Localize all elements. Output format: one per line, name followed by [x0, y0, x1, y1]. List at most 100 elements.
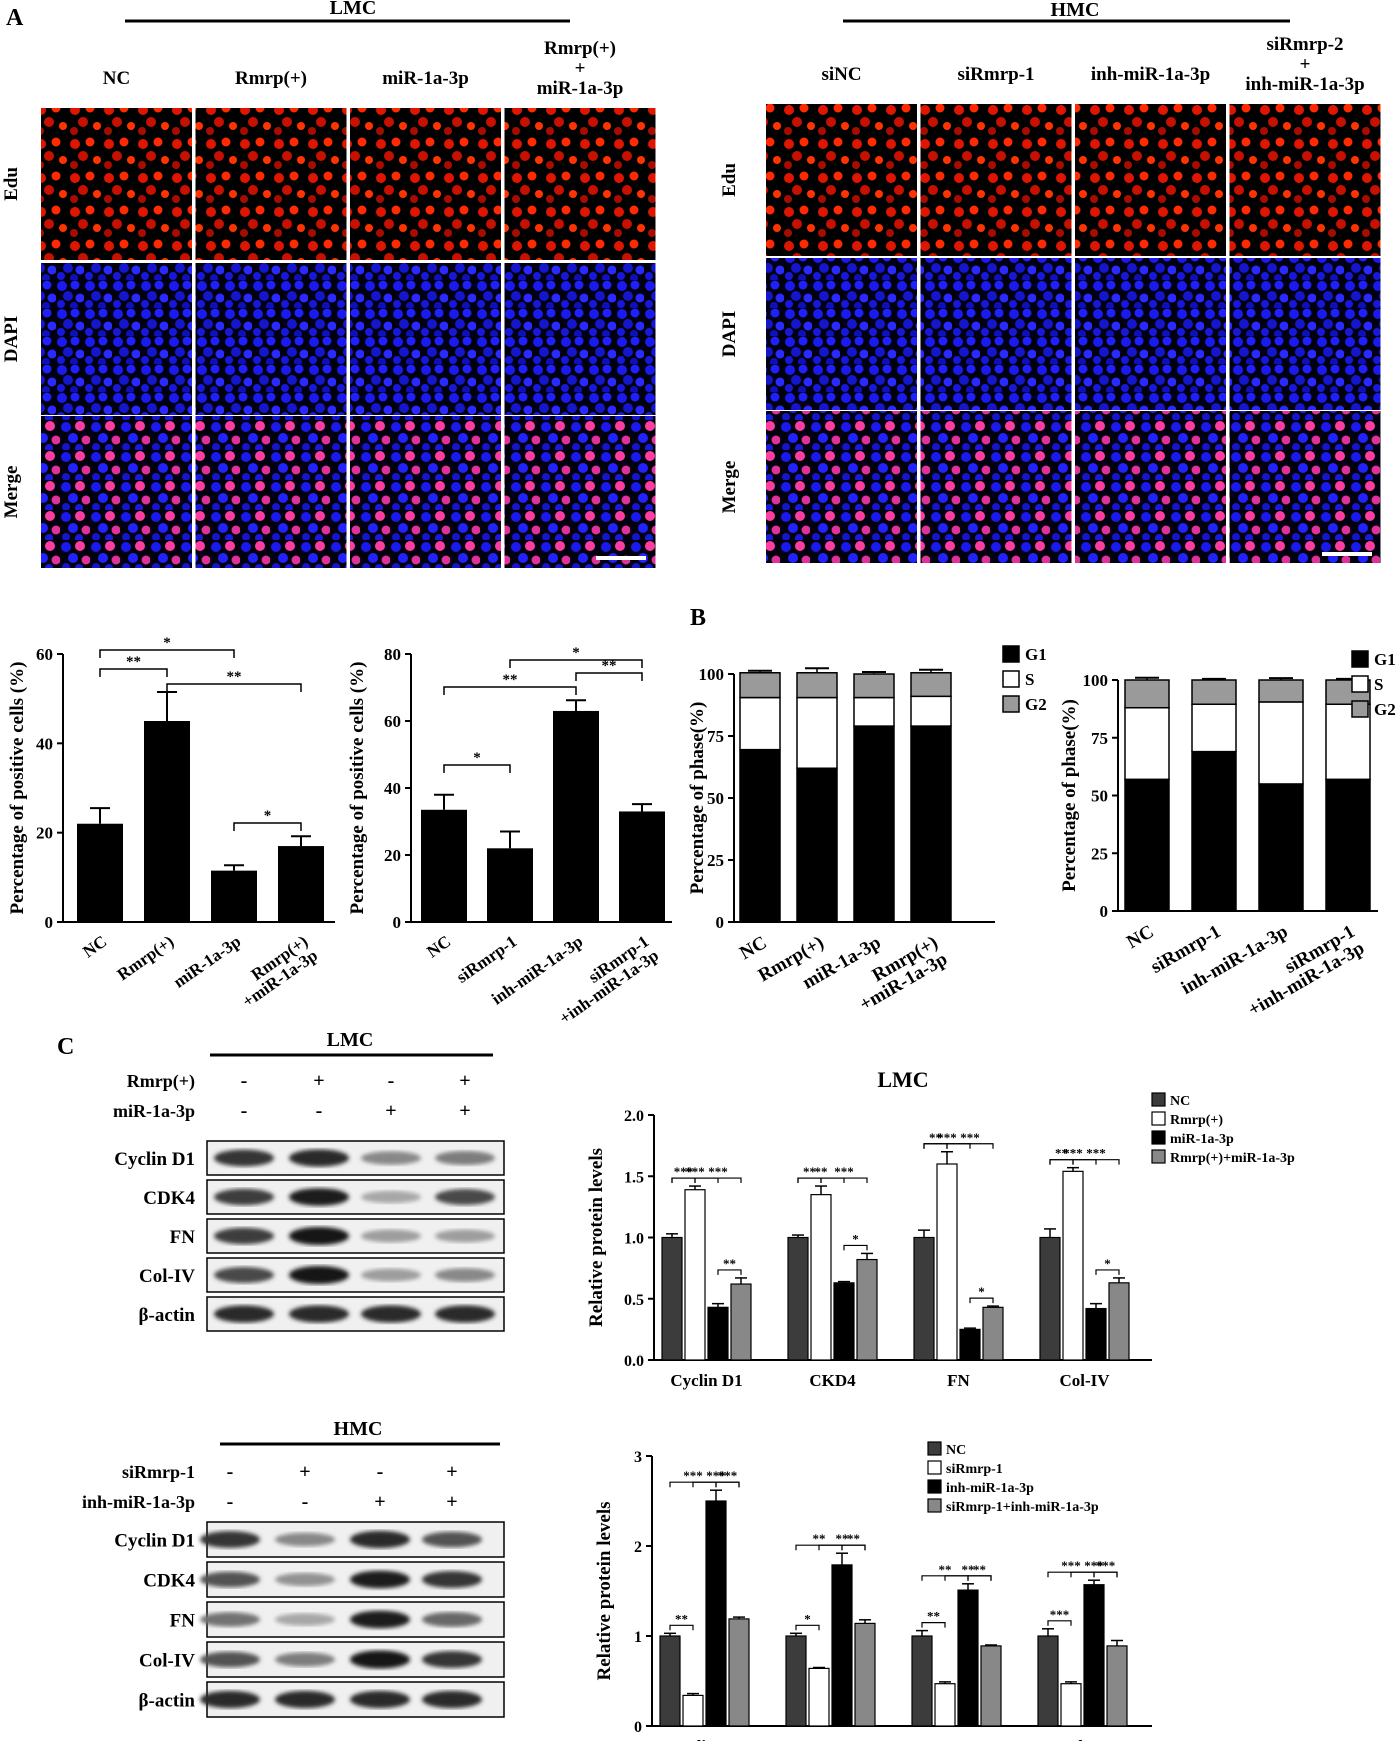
x-tick-label: FN [947, 1371, 970, 1390]
significance-bracket [715, 1481, 740, 1488]
significance-bracket [717, 1269, 742, 1275]
significance-bracket [921, 1622, 946, 1628]
chart-hmc-cell-phase: 0255075100NCsiRmrp-1inh-miR-1a-3psiRmrp-… [1059, 650, 1396, 1021]
significance-label: ** [803, 1164, 816, 1179]
micrograph-edu-3 [350, 108, 501, 260]
bar-col-iv-1 [1039, 1236, 1061, 1361]
bar-col-iv-2 [1062, 1170, 1084, 1361]
stack-g1-3 [853, 725, 895, 923]
legend-label: Rmrp(+) [1170, 1113, 1223, 1128]
panel-label-a: A [6, 5, 24, 31]
blot-band [289, 1305, 349, 1323]
legend-swatch [927, 1479, 942, 1494]
micrograph-edu-3 [1075, 104, 1226, 256]
blot-title: LMC [327, 1029, 374, 1051]
protein-label: Col-IV [139, 1651, 195, 1672]
legend-swatch-g2 [1351, 700, 1369, 718]
stack-s-2 [1191, 703, 1237, 753]
significance-label: *** [674, 1164, 694, 1179]
y-tick-label: 0 [716, 913, 725, 932]
significance-label: ** [927, 1609, 940, 1624]
stack-g1-1 [1124, 778, 1170, 912]
bar-cyclin-d1-1 [659, 1635, 681, 1727]
significance-label: * [473, 750, 481, 766]
significance-label: ** [602, 658, 617, 674]
significance-label: ** [939, 1562, 952, 1577]
bar-col-iv-3 [1085, 1307, 1107, 1361]
row-label-edu: Edu [719, 163, 740, 197]
blot-band [350, 1530, 410, 1549]
row-label-dapi: DAPI [1, 316, 22, 362]
significance-label: *** [1096, 1558, 1116, 1573]
significance-label: * [163, 635, 171, 651]
blot-band [214, 1267, 274, 1283]
y-tick-label: 2.0 [624, 1108, 644, 1125]
chart-title: LMC [877, 1067, 928, 1092]
bar-col-iv-4 [1106, 1645, 1128, 1727]
condition-label: miR-1a-3p [113, 1101, 195, 1121]
blot-band [361, 1229, 421, 1243]
significance-bracket [509, 659, 643, 668]
protein-label: Cyclin D1 [114, 1149, 195, 1170]
stack-g2-2 [796, 672, 838, 699]
blot-band [350, 1570, 410, 1589]
stack-s-4 [910, 695, 952, 727]
bar-ckd4-4 [854, 1622, 876, 1727]
x-tick-label: Col-IV [1059, 1371, 1110, 1390]
legend-label-g2: G2 [1374, 700, 1396, 719]
legend-swatch-g1 [1002, 645, 1020, 663]
significance-label: ** [813, 1531, 826, 1546]
blot-band [435, 1268, 495, 1282]
bar-4 [278, 846, 324, 922]
y-tick-label: 60 [36, 645, 53, 664]
condition-sign: - [316, 1100, 323, 1122]
y-tick-label: 3 [634, 1449, 642, 1466]
chart-lmc-protein-levels: 0.0 0.5 1.0 1.5 2.0 LMC Cyclin D1 CKD4 FN Col-IV R… [586, 1067, 1295, 1390]
y-axis-label: Relative protein levels [586, 1148, 607, 1327]
bar-4 [619, 811, 665, 922]
x-tick-label: CKD4 [807, 1737, 854, 1741]
legend-label-g1: G1 [1374, 650, 1396, 669]
bar-fn-1 [913, 1236, 935, 1361]
condition-sign: - [227, 1461, 234, 1483]
micrograph-merge-1 [41, 416, 192, 568]
blot-band [435, 1229, 495, 1243]
micrograph-merge-1 [766, 411, 917, 563]
micrograph-edu-1 [766, 104, 917, 256]
blot-band [435, 1305, 495, 1323]
bar-cyclin-d1-3 [705, 1500, 727, 1727]
significance-label: *** [718, 1468, 738, 1483]
significance-bracket [99, 649, 235, 658]
y-tick-label: 0 [634, 1719, 642, 1736]
western-blot-hmc: HMC siRmrp-1 - + - + inh-miR-1a-3p - - + + Cyclin D… [82, 1418, 505, 1718]
y-tick-label: 20 [384, 846, 401, 865]
significance-bracket [967, 1575, 992, 1581]
significance-label: ** [929, 1130, 942, 1145]
blot-band [275, 1532, 335, 1547]
micrograph-edu-2 [920, 104, 1072, 256]
bar-ckd4-2 [810, 1194, 832, 1361]
stack-g1-1 [739, 748, 781, 923]
significance-bracket [1093, 1571, 1118, 1578]
legend-swatch-g2 [1002, 695, 1020, 713]
y-tick-label: 1.0 [624, 1231, 644, 1248]
significance-bracket [1049, 1159, 1097, 1165]
significance-label: * [804, 1611, 811, 1626]
blot-band [289, 1227, 349, 1245]
micrograph-dapi-3 [1075, 258, 1226, 410]
stack-g2-3 [1258, 679, 1304, 703]
significance-bracket [233, 822, 302, 831]
significance-label: *** [1061, 1558, 1081, 1573]
protein-label: Col-IV [139, 1266, 195, 1287]
stack-g2-4 [910, 672, 952, 698]
bar-2 [487, 848, 533, 922]
bar-fn-1 [911, 1635, 933, 1727]
blot-band [289, 1266, 349, 1284]
condition-label: Rmrp(+) [127, 1071, 195, 1092]
y-tick-label: 0 [393, 913, 402, 932]
x-tick-label: FN [945, 1737, 968, 1741]
bar-fn-4 [980, 1645, 1002, 1727]
chart-lmc-cell-phase: 0255075100NCRmrp(+)miR-1a-3pRmrp(+)+miR-… [687, 645, 1047, 1015]
western-blot-lmc: LMC Rmrp(+) - + - + miR-1a-3p - - + + Cyclin D1 CDK4… [113, 1029, 505, 1332]
condition-sign: - [377, 1461, 384, 1483]
